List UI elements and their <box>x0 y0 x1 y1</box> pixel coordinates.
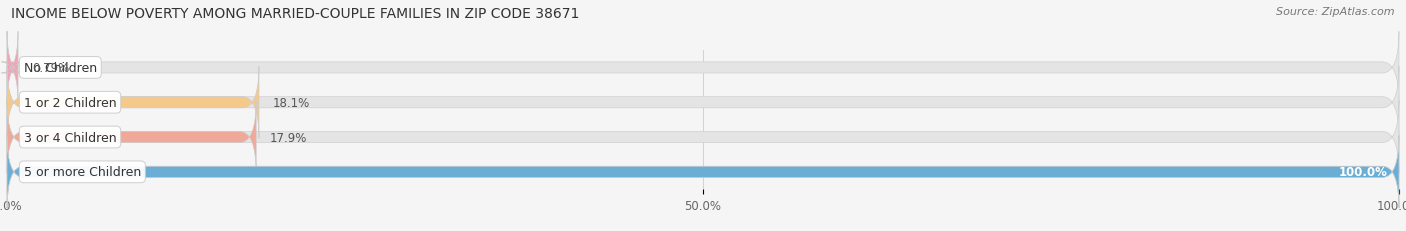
FancyBboxPatch shape <box>7 101 256 173</box>
Text: 3 or 4 Children: 3 or 4 Children <box>24 131 117 144</box>
Text: 0.79%: 0.79% <box>32 62 69 75</box>
FancyBboxPatch shape <box>7 136 1399 208</box>
Text: 5 or more Children: 5 or more Children <box>24 166 141 179</box>
FancyBboxPatch shape <box>7 32 1399 104</box>
FancyBboxPatch shape <box>1 32 24 104</box>
Text: No Children: No Children <box>24 62 97 75</box>
FancyBboxPatch shape <box>7 67 259 139</box>
Text: 1 or 2 Children: 1 or 2 Children <box>24 96 117 109</box>
Text: Source: ZipAtlas.com: Source: ZipAtlas.com <box>1277 7 1395 17</box>
FancyBboxPatch shape <box>7 136 1399 208</box>
FancyBboxPatch shape <box>7 67 1399 139</box>
Text: 18.1%: 18.1% <box>273 96 311 109</box>
Text: INCOME BELOW POVERTY AMONG MARRIED-COUPLE FAMILIES IN ZIP CODE 38671: INCOME BELOW POVERTY AMONG MARRIED-COUPL… <box>11 7 579 21</box>
FancyBboxPatch shape <box>7 101 1399 173</box>
Text: 100.0%: 100.0% <box>1339 166 1388 179</box>
Text: 17.9%: 17.9% <box>270 131 308 144</box>
